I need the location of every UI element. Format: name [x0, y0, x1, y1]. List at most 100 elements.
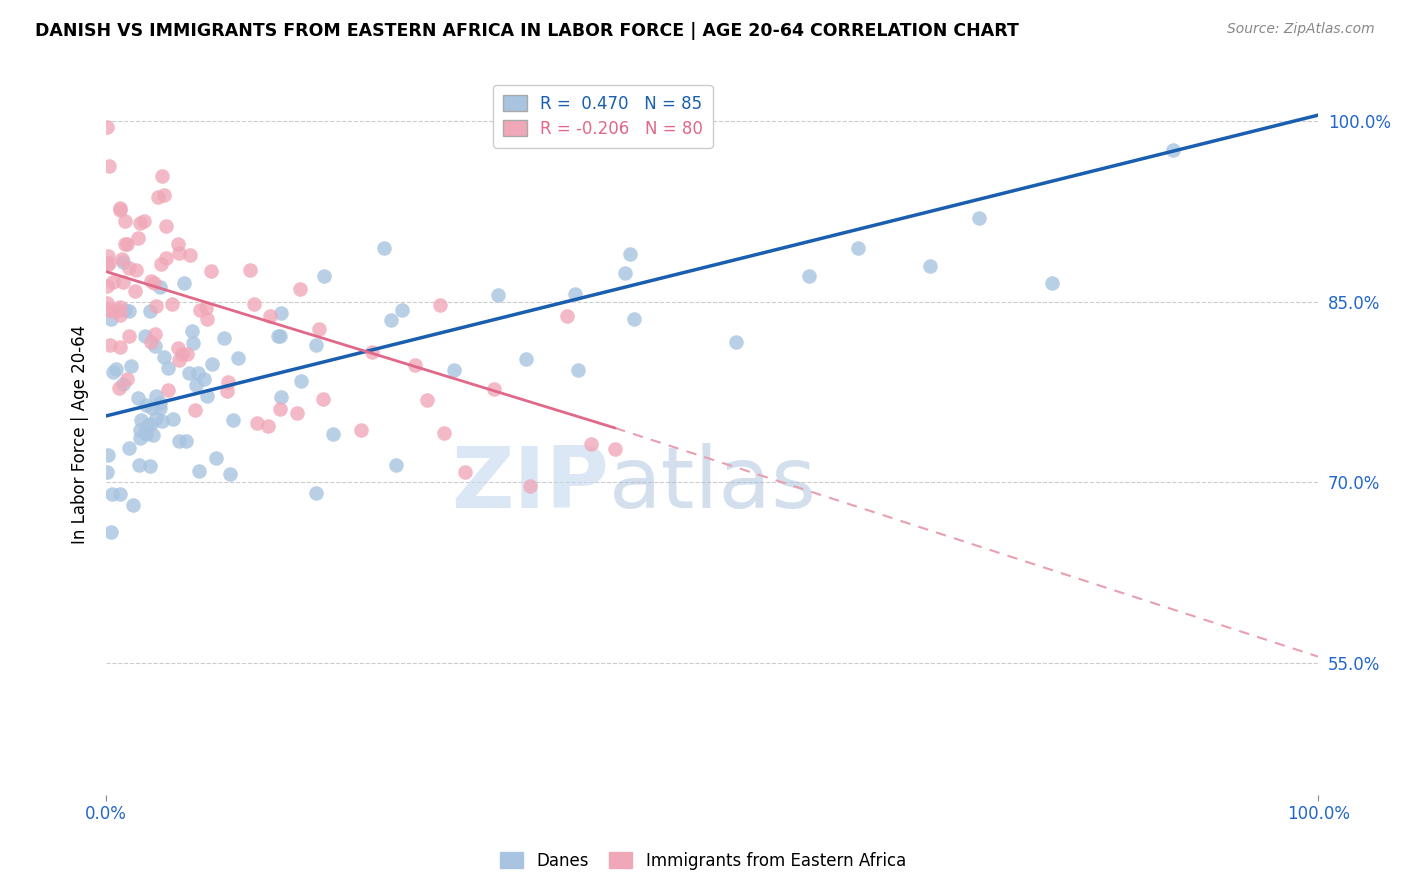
Point: [312, 392, 335, 406]
Point: [120, 359, 142, 374]
Point: [108, 308, 131, 322]
Point: [725, 334, 748, 349]
Point: [226, 351, 249, 366]
Point: [145, 299, 167, 313]
Point: [129, 216, 152, 230]
Point: [201, 357, 224, 371]
Point: [350, 423, 373, 437]
Point: [613, 266, 636, 280]
Text: Source: ZipAtlas.com: Source: ZipAtlas.com: [1227, 22, 1375, 37]
Text: ZIP: ZIP: [451, 443, 609, 526]
Point: [404, 358, 426, 372]
Point: [149, 280, 172, 294]
Point: [143, 339, 166, 353]
Point: [146, 190, 169, 204]
Point: [138, 459, 160, 474]
Point: [619, 246, 641, 260]
Point: [167, 434, 190, 448]
Point: [110, 487, 132, 501]
Point: [270, 306, 292, 320]
Point: [96, 465, 118, 479]
Point: [243, 296, 266, 310]
Point: [98, 160, 121, 174]
Point: [416, 392, 439, 407]
Point: [246, 416, 269, 430]
Point: [433, 425, 456, 440]
Point: [108, 202, 131, 216]
Point: [135, 427, 157, 442]
Legend: R =  0.470   N = 85, R = -0.206   N = 80: R = 0.470 N = 85, R = -0.206 N = 80: [494, 85, 713, 147]
Point: [97, 448, 120, 462]
Point: [285, 406, 308, 420]
Point: [114, 303, 136, 318]
Point: [108, 339, 131, 353]
Point: [150, 169, 173, 183]
Point: [155, 219, 177, 233]
Point: [179, 248, 201, 262]
Point: [181, 335, 204, 350]
Point: [603, 442, 626, 456]
Point: [267, 328, 290, 343]
Point: [269, 329, 291, 343]
Point: [579, 436, 602, 450]
Point: [139, 274, 162, 288]
Point: [108, 380, 131, 394]
Point: [486, 287, 509, 301]
Point: [117, 303, 139, 318]
Point: [127, 391, 149, 405]
Point: [150, 257, 173, 271]
Point: [112, 276, 135, 290]
Point: [217, 376, 239, 390]
Point: [128, 423, 150, 437]
Point: [195, 389, 218, 403]
Point: [187, 366, 209, 380]
Point: [391, 302, 413, 317]
Text: atlas: atlas: [609, 443, 817, 526]
Point: [443, 363, 465, 377]
Point: [176, 434, 198, 448]
Point: [100, 525, 122, 540]
Point: [256, 418, 278, 433]
Point: [564, 286, 586, 301]
Point: [122, 498, 145, 512]
Point: [112, 377, 135, 392]
Point: [100, 486, 122, 500]
Point: [149, 401, 172, 415]
Point: [111, 255, 134, 269]
Point: [124, 263, 146, 277]
Point: [920, 259, 942, 273]
Point: [567, 363, 589, 377]
Point: [270, 390, 292, 404]
Point: [967, 211, 990, 225]
Point: [482, 382, 505, 396]
Point: [219, 467, 242, 481]
Point: [152, 188, 174, 202]
Point: [139, 417, 162, 431]
Text: DANISH VS IMMIGRANTS FROM EASTERN AFRICA IN LABOR FORCE | AGE 20-64 CORRELATION : DANISH VS IMMIGRANTS FROM EASTERN AFRICA…: [35, 22, 1019, 40]
Point: [152, 351, 174, 365]
Point: [166, 342, 188, 356]
Point: [128, 458, 150, 472]
Point: [360, 345, 382, 359]
Point: [290, 374, 312, 388]
Point: [110, 202, 132, 217]
Point: [97, 256, 120, 270]
Point: [124, 284, 146, 298]
Point: [150, 414, 173, 428]
Point: [188, 464, 211, 478]
Point: [134, 425, 156, 439]
Point: [127, 231, 149, 245]
Point: [145, 389, 167, 403]
Point: [1040, 276, 1063, 290]
Point: [118, 261, 141, 276]
Point: [200, 264, 222, 278]
Point: [380, 313, 402, 327]
Point: [176, 347, 198, 361]
Point: [308, 321, 330, 335]
Point: [259, 309, 281, 323]
Point: [429, 298, 451, 312]
Point: [239, 263, 262, 277]
Point: [118, 441, 141, 455]
Point: [100, 312, 122, 326]
Point: [623, 312, 645, 326]
